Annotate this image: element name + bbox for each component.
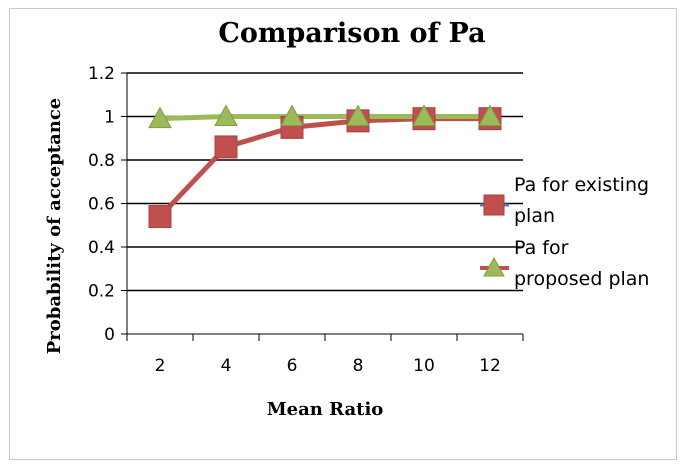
data-point-triangle [280,104,304,126]
data-point-triangle [478,104,502,126]
legend-label-line: Pa for [514,237,569,259]
series-lines [158,114,490,219]
gridlines [127,72,523,292]
series-line-1 [158,116,490,219]
series-line-2 [159,114,490,122]
legend-label-line: Pa for existing [514,174,649,196]
y-tick-labels: 0 0.2 0.4 0.6 0.8 1 1.2 [88,64,115,345]
data-point-triangle [214,104,238,126]
chart-frame [9,8,677,460]
legend-label-line: proposed plan [514,268,649,290]
y-axis-label: Probability of acceptance [44,98,65,355]
chart-title: Comparison of Pa [218,18,485,49]
y-tick-label: 0.2 [88,282,115,302]
data-point-triangle [148,106,172,129]
x-axis-label: Mean Ratio [267,399,384,420]
y-tick-label: 1 [104,108,115,128]
legend-key-marker [483,194,505,216]
y-tick-label: 0 [104,325,115,345]
y-tick-label: 0.4 [88,238,115,258]
legend-label-line: plan [514,205,555,227]
x-tick-label: 12 [479,356,501,376]
y-tick-label: 0.6 [88,195,115,215]
data-point-triangle [412,104,436,126]
y-tick-label: 0.8 [88,151,115,171]
x-tick-label: 2 [155,356,166,376]
y-tick-label: 1.2 [88,64,115,84]
legend: Pa for existing plan Pa for proposed plan [480,174,649,290]
legend-key-marker [483,256,505,277]
axes [121,72,524,341]
data-point-square [214,135,238,159]
data-point-triangle [346,104,370,126]
x-tick-label: 4 [221,356,232,376]
x-tick-labels: 2 4 6 8 10 12 [155,356,501,376]
data-point-square [148,205,172,229]
x-tick-label: 6 [287,356,298,376]
series-markers [148,104,502,229]
x-tick-label: 8 [353,356,364,376]
x-tick-label: 10 [413,356,435,376]
